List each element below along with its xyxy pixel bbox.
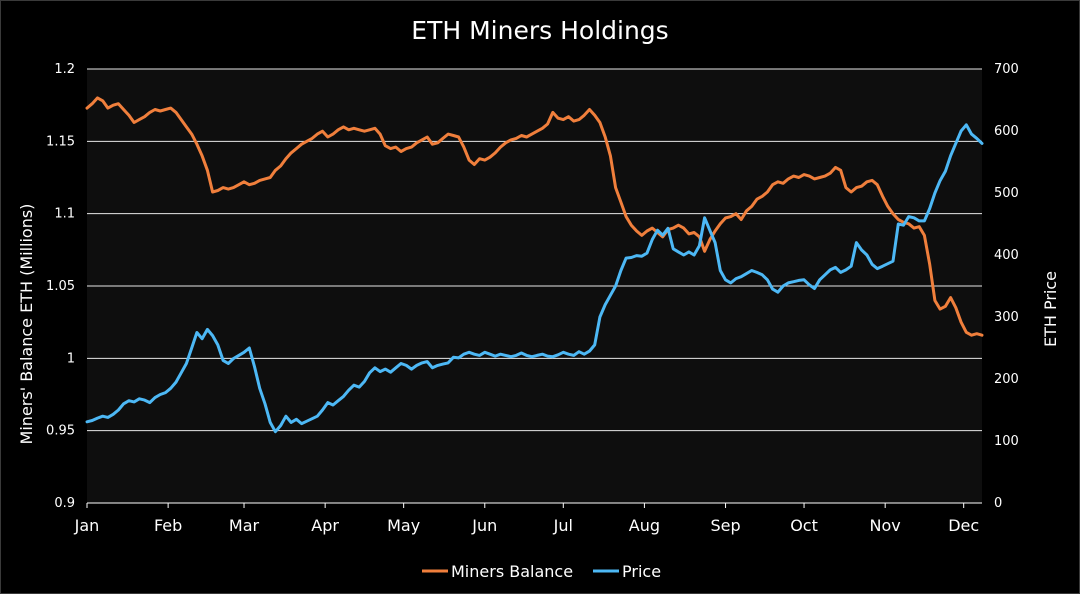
x-tick-label: Jul xyxy=(553,516,573,535)
x-tick-label: Aug xyxy=(629,516,660,535)
y-left-tick-label: 0.95 xyxy=(46,424,75,439)
y-left-tick-label: 1.15 xyxy=(46,134,75,149)
series-line-price xyxy=(85,123,984,434)
series-line-miners-balance xyxy=(85,96,984,337)
y-left-tick-label: 1.1 xyxy=(54,207,75,222)
legend-label-price: Price xyxy=(622,562,661,581)
legend-label-miners-balance: Miners Balance xyxy=(451,562,573,581)
y-right-tick-label: 200 xyxy=(994,372,1019,387)
right-axis-ticks: 0 100 200 300 400 500 600 700 xyxy=(994,62,1019,511)
left-axis-ticks: 0.9 0.95 1 1.05 1.1 1.15 1.2 xyxy=(46,62,75,511)
x-tick-label: Nov xyxy=(870,516,901,535)
y-right-tick-label: 300 xyxy=(994,310,1019,325)
y-left-tick-label: 0.9 xyxy=(54,496,75,511)
x-tick-label: Jan xyxy=(74,516,100,535)
chart-title: ETH Miners Holdings xyxy=(411,16,668,45)
x-tick-label: Dec xyxy=(948,516,979,535)
x-axis-ticks: Jan Feb Mar Apr May Jun Jul Aug Sep Oct Nov Dec xyxy=(74,516,980,535)
y-right-axis-label: ETH Price xyxy=(1041,271,1060,347)
x-tick-label: Oct xyxy=(790,516,818,535)
x-tick-label: Feb xyxy=(154,516,182,535)
y-right-tick-label: 700 xyxy=(994,62,1019,77)
x-tick-label: Mar xyxy=(229,516,260,535)
y-right-tick-label: 400 xyxy=(994,248,1019,263)
y-left-tick-label: 1.2 xyxy=(54,62,75,77)
y-right-tick-label: 100 xyxy=(994,434,1019,449)
x-tick-label: May xyxy=(387,516,420,535)
y-left-axis-label: Miners' Balance ETH (Millions) xyxy=(17,204,36,445)
grid-lines xyxy=(86,68,982,508)
legend: Miners Balance Price xyxy=(422,562,661,581)
x-tick-label: Sep xyxy=(710,516,740,535)
y-right-tick-label: 500 xyxy=(994,186,1019,201)
x-tick-label: Jun xyxy=(471,516,497,535)
y-right-tick-label: 600 xyxy=(994,124,1019,139)
y-right-tick-label: 0 xyxy=(994,496,1002,511)
y-left-tick-label: 1 xyxy=(67,351,75,366)
y-left-tick-label: 1.05 xyxy=(46,279,75,294)
x-tick-label: Apr xyxy=(311,516,339,535)
